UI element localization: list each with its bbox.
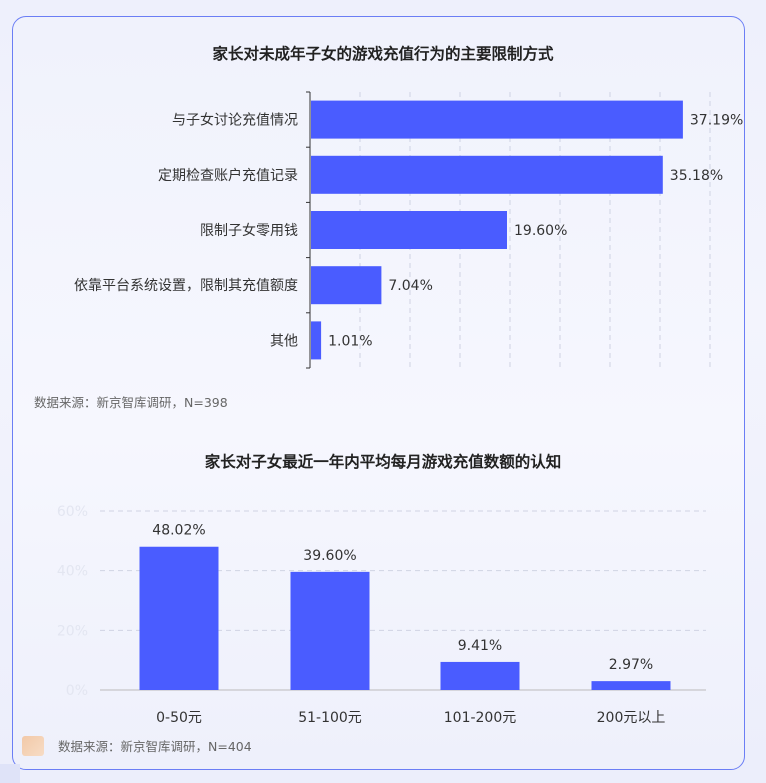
left-edge-strip	[0, 764, 20, 783]
category-label: 与子女讨论充值情况	[172, 112, 298, 129]
value-label: 7.04%	[388, 278, 432, 294]
bar	[311, 155, 663, 194]
category-label: 限制子女零用钱	[200, 222, 298, 239]
bar	[311, 321, 322, 360]
category-label: 51-100元	[298, 710, 362, 726]
category-label: 定期检查账户充值记录	[158, 167, 298, 184]
value-label: 19.60%	[514, 223, 567, 239]
value-label: 35.18%	[670, 168, 723, 184]
bar	[311, 266, 382, 305]
bar	[139, 546, 219, 690]
bar	[290, 571, 370, 690]
chart-1-title: 家长对未成年子女的游戏充值行为的主要限制方式	[212, 45, 554, 63]
category-label: 101-200元	[444, 710, 517, 726]
chart-card	[12, 16, 745, 770]
bar	[591, 681, 671, 690]
value-label: 9.41%	[458, 638, 502, 654]
value-label: 37.19%	[690, 113, 743, 129]
value-label: 2.97%	[609, 657, 653, 673]
bar	[440, 661, 520, 690]
bar	[311, 211, 507, 249]
category-label: 0-50元	[156, 710, 202, 726]
value-label: 1.01%	[328, 333, 372, 349]
value-label: 39.60%	[303, 548, 356, 564]
y-tick-label: 60%	[57, 504, 88, 520]
value-label: 48.02%	[152, 523, 205, 539]
chart-2-title: 家长对子女最近一年内平均每月游戏充值数额的认知	[204, 453, 562, 471]
chart-2-source: 数据来源：新京智库调研，N=404	[58, 739, 252, 754]
category-label: 其他	[270, 333, 298, 349]
decorative-square-icon	[22, 736, 44, 756]
y-tick-label: 0%	[66, 683, 88, 699]
chart-1-source: 数据来源：新京智库调研，N=398	[34, 395, 228, 410]
category-label: 依靠平台系统设置，限制其充值额度	[74, 278, 298, 294]
y-tick-label: 20%	[57, 623, 88, 639]
y-tick-label: 40%	[57, 564, 88, 580]
category-label: 200元以上	[597, 710, 666, 726]
bar	[311, 100, 683, 139]
